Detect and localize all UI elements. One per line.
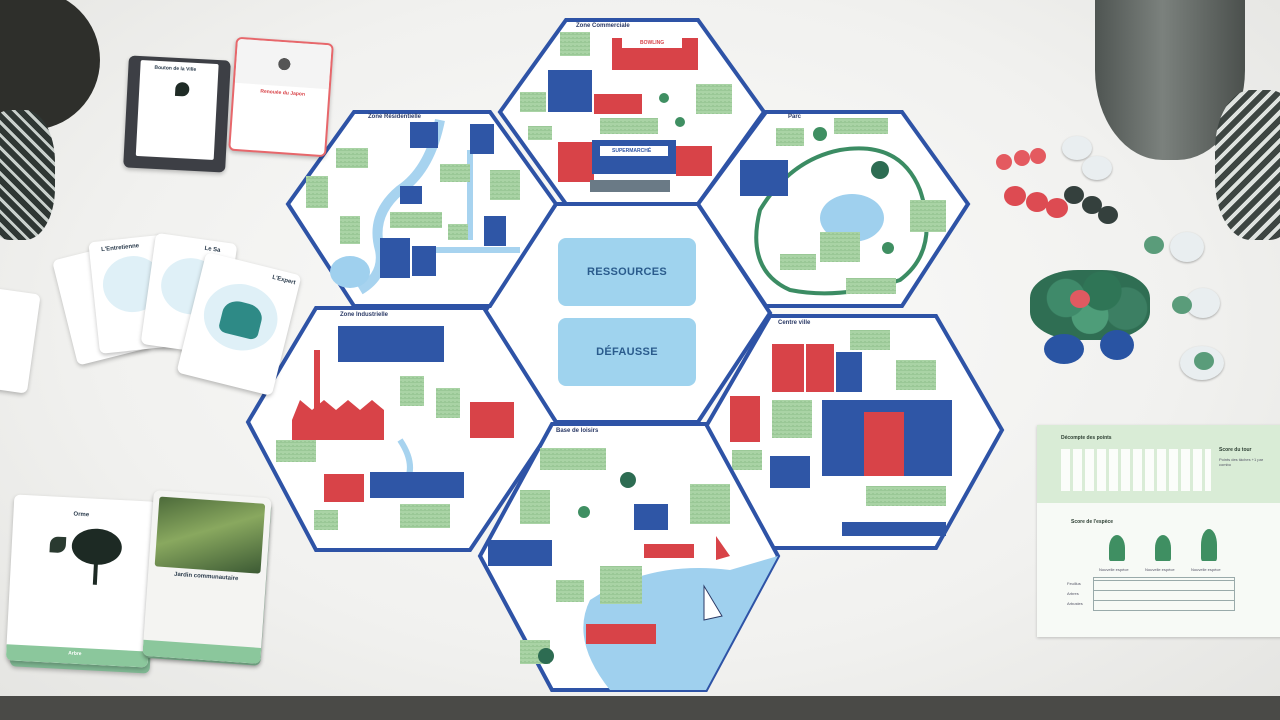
- zone-label-base-de-loisirs: Base de loisirs: [556, 428, 599, 434]
- hex-zone-residentielle[interactable]: [285, 110, 559, 308]
- card-ville[interactable]: Bouton de la Ville: [123, 55, 231, 173]
- token-green-tree-3[interactable]: [1194, 352, 1214, 370]
- token-pile-blue[interactable]: [1044, 334, 1084, 364]
- card-renouee-title: Renouée du Japon: [260, 88, 306, 98]
- sprout-icon-3: [1201, 529, 1217, 561]
- card-orme-title: Orme: [73, 511, 90, 519]
- col-label-1: Nouvelle espèce: [1099, 567, 1129, 572]
- card-renouee[interactable]: Renouée du Japon: [228, 36, 334, 158]
- sprout-icon-2: [1155, 535, 1171, 561]
- col-label-2: Nouvelle espèce: [1145, 567, 1175, 572]
- token-white-2[interactable]: [1082, 156, 1112, 180]
- slot-ressources[interactable]: RESSOURCES: [558, 238, 696, 306]
- slot-defausse[interactable]: DÉFAUSSE: [558, 318, 696, 386]
- card-jardin-communautaire[interactable]: Jardin communautaire: [142, 490, 272, 664]
- token-green-tree-2[interactable]: [1172, 296, 1192, 314]
- card-jardin-title: Jardin communautaire: [173, 571, 239, 583]
- score-sheet-side-note: Points des tâches +1 par combo: [1219, 457, 1264, 467]
- zone-label-parc: Parc: [788, 114, 802, 120]
- score-sheet[interactable]: Décompte des points Score du tour Points…: [1037, 425, 1280, 637]
- zone-label-commerciale: Zone Commerciale: [576, 23, 630, 29]
- zone-label-centre-ville: Centre ville: [778, 320, 811, 326]
- row-label-1: Feuillus: [1067, 581, 1081, 586]
- hex-zone-centre-ville[interactable]: [701, 314, 1005, 550]
- row-label-3: Arbustes: [1067, 601, 1083, 606]
- zone-label-residentielle: Zone Résidentielle: [368, 114, 422, 120]
- token-dark-3[interactable]: [1098, 206, 1118, 224]
- plant-illustration-icon: [269, 49, 300, 80]
- plant-pot-left-lower: [0, 110, 55, 240]
- score-sheet-title: Décompte des points: [1061, 435, 1112, 441]
- token-red-3[interactable]: [1046, 198, 1068, 218]
- sign-supermarche: SUPERMARCHÉ: [612, 148, 652, 154]
- garden-photo: [154, 496, 266, 574]
- token-red-tree-2[interactable]: [1014, 150, 1030, 166]
- character-card-expert-title: L'Expert: [271, 274, 296, 287]
- zone-label-industrielle: Zone Industrielle: [340, 312, 389, 318]
- token-red-tree-1[interactable]: [996, 154, 1012, 170]
- token-pile-blue-2[interactable]: [1100, 330, 1134, 360]
- plant-pot-right-patterned: [1215, 90, 1280, 240]
- leaf-icon-orme: [49, 536, 67, 554]
- token-white-3[interactable]: [1170, 232, 1204, 262]
- col-label-3: Nouvelle espèce: [1191, 567, 1221, 572]
- sign-shop: BOWLING: [640, 40, 665, 46]
- score-sheet-species-title: Score de l'espèce: [1071, 519, 1114, 525]
- tree-trunk-icon: [92, 562, 98, 585]
- token-green-tree-1[interactable]: [1144, 236, 1164, 254]
- token-white-1[interactable]: [1062, 136, 1092, 160]
- card-orme-footer: Arbre: [68, 650, 82, 658]
- hex-zone-base-de-loisirs[interactable]: [477, 422, 781, 692]
- token-red-tree-3[interactable]: [1030, 148, 1046, 164]
- hex-zone-industrielle[interactable]: [245, 306, 559, 552]
- species-score-table[interactable]: [1093, 577, 1235, 611]
- token-dark-1[interactable]: [1064, 186, 1084, 204]
- sprout-icon-1: [1109, 535, 1125, 561]
- points-track[interactable]: [1061, 449, 1211, 491]
- token-pile-red[interactable]: [1070, 290, 1090, 308]
- row-label-2: Arbres: [1067, 591, 1079, 596]
- tree-icon: [70, 527, 123, 567]
- hex-zone-parc[interactable]: [695, 110, 971, 308]
- character-card-2-title: L'Entretienne: [100, 243, 140, 254]
- score-sheet-side-title: Score du tour: [1219, 447, 1252, 453]
- floor: [0, 696, 1280, 720]
- card-orme[interactable]: Orme Arbre: [5, 494, 157, 668]
- token-red-2[interactable]: [1026, 192, 1048, 212]
- token-pile-green[interactable]: [1030, 270, 1150, 340]
- token-dark-2[interactable]: [1082, 196, 1102, 214]
- token-red-1[interactable]: [1004, 186, 1026, 206]
